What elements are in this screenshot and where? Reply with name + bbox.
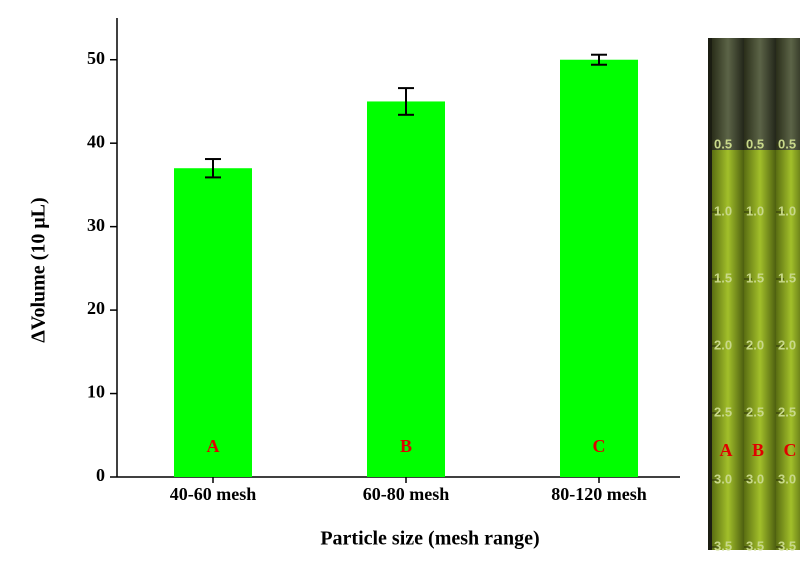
- error-bar: [398, 87, 414, 116]
- tube-liquid: [744, 150, 776, 550]
- scale-label: 1.0: [778, 203, 796, 218]
- scale-label: 1.5: [746, 270, 764, 285]
- scale-label: 0.5: [778, 136, 796, 151]
- bar: [367, 101, 445, 478]
- tube-empty: [712, 38, 744, 150]
- scale-label: 3.5: [746, 538, 764, 553]
- scale-label: 3.0: [714, 471, 732, 486]
- y-tick-label: 10: [87, 382, 105, 402]
- y-tick-label: 40: [87, 131, 105, 151]
- scale-label: 0.5: [746, 136, 764, 151]
- x-axis-title: Particle size (mesh range): [320, 528, 539, 550]
- scale-label: 3.5: [714, 538, 732, 553]
- bar: [174, 168, 252, 477]
- scale-label: 3.0: [778, 471, 796, 486]
- y-axis-title: ΔVolume (10 μL): [28, 197, 50, 342]
- scale-label: 1.0: [746, 203, 764, 218]
- scale-label: 3.0: [746, 471, 764, 486]
- bar: [560, 59, 638, 478]
- bar-label: B: [400, 436, 412, 456]
- y-tick-label: 30: [87, 215, 105, 235]
- tube-label: C: [784, 440, 797, 460]
- bar-label: C: [593, 436, 606, 456]
- scale-label: 1.5: [778, 270, 796, 285]
- error-bar: [591, 53, 607, 66]
- x-tick-label: 80-120 mesh: [551, 484, 647, 504]
- tube-empty: [776, 38, 800, 150]
- tube-label: B: [752, 440, 764, 460]
- scale-label: 2.0: [714, 337, 732, 352]
- x-tick-label: 60-80 mesh: [363, 484, 450, 504]
- scale-label: 2.5: [714, 404, 732, 419]
- tube-liquid: [776, 150, 800, 550]
- scale-label: 1.0: [714, 203, 732, 218]
- bar-label: A: [207, 436, 220, 456]
- tube-liquid: [712, 150, 744, 550]
- scale-label: 2.0: [746, 337, 764, 352]
- y-tick-label: 0: [96, 465, 105, 485]
- scale-label: 2.5: [778, 404, 796, 419]
- tube-empty: [744, 38, 776, 150]
- scale-label: 1.5: [714, 270, 732, 285]
- error-bar: [205, 158, 221, 179]
- scale-label: 2.5: [746, 404, 764, 419]
- scale-label: 0.5: [714, 136, 732, 151]
- tube-label: A: [720, 440, 733, 460]
- scale-label: 3.5: [778, 538, 796, 553]
- scale-label: 2.0: [778, 337, 796, 352]
- photo: 0.5 1.0 1.5 2.0 2.5 3.0 3.5 A 0.5 1.0 1.5 2.0 2.5 3.0…: [708, 38, 800, 553]
- y-tick-label: 20: [87, 298, 105, 318]
- y-tick-label: 50: [87, 48, 105, 68]
- x-tick-label: 40-60 mesh: [170, 484, 257, 504]
